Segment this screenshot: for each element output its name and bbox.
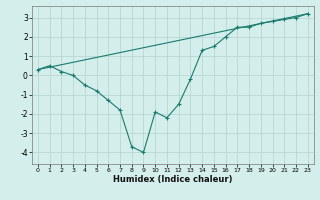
X-axis label: Humidex (Indice chaleur): Humidex (Indice chaleur): [113, 175, 233, 184]
